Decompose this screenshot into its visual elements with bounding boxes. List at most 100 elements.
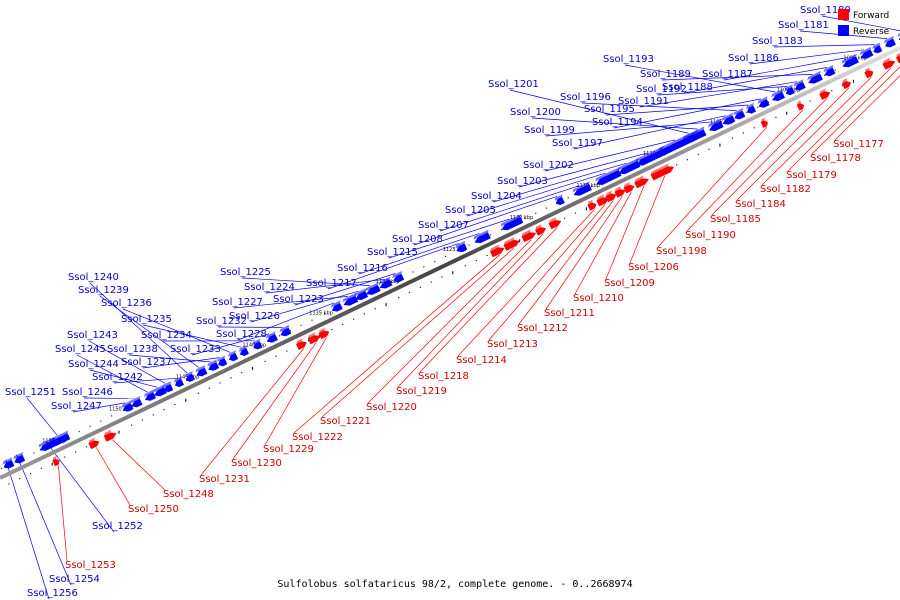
gene-ssol-1242[interactable] [174,378,185,388]
gene-ssol-1210[interactable] [623,184,635,194]
gene-label-ssol-1194[interactable]: Ssol_1194 [592,117,643,128]
gene-label-ssol-1222[interactable]: Ssol_1222 [292,432,343,443]
gene-ssol-1178[interactable] [895,53,900,64]
gene-ssol-1194[interactable] [758,99,770,108]
gene-label-ssol-1198[interactable]: Ssol_1198 [656,246,707,257]
gene-label-ssol-1189[interactable]: Ssol_1189 [640,69,691,80]
gene-ssol-1233[interactable] [266,334,278,343]
gene-ssol-1209[interactable] [634,178,650,189]
gene-ssol-1211[interactable] [614,189,626,198]
gene-ssol-1230[interactable] [307,335,321,345]
gene-label-ssol-1240[interactable]: Ssol_1240 [68,272,119,283]
gene-label-ssol-1242[interactable]: Ssol_1242 [92,372,143,383]
gene-label-ssol-1234[interactable]: Ssol_1234 [141,330,192,341]
gene-ssol-1239[interactable] [196,367,208,377]
gene-label-ssol-1214[interactable]: Ssol_1214 [456,355,507,366]
gene-label-ssol-1250[interactable]: Ssol_1250 [128,504,179,515]
gene-label-ssol-1195[interactable]: Ssol_1195 [584,104,635,115]
gene-label-ssol-1191[interactable]: Ssol_1191 [618,96,669,107]
gene-ssol-1198[interactable] [760,120,768,128]
gene-label-ssol-1192[interactable]: Ssol_1192 [636,84,687,95]
gene-label-ssol-1256[interactable]: Ssol_1256 [27,588,78,599]
gene-label-ssol-1182[interactable]: Ssol_1182 [760,184,811,195]
gene-ssol-1231[interactable] [295,341,307,350]
gene-ssol-1208[interactable] [555,196,565,206]
gene-ssol-1197[interactable] [722,115,736,125]
gene-ssol-1213[interactable] [596,197,610,207]
gene-label-ssol-1187[interactable]: Ssol_1187 [702,69,753,80]
gene-label-ssol-1215[interactable]: Ssol_1215 [367,247,418,258]
gene-label-ssol-1246[interactable]: Ssol_1246 [62,387,113,398]
gene-ssol-1240[interactable] [185,373,195,382]
gene-label-ssol-1178[interactable]: Ssol_1178 [810,153,861,164]
gene-label-ssol-1208[interactable]: Ssol_1208 [392,234,443,245]
gene-ssol-1223[interactable] [393,273,405,283]
gene-ssol-1217[interactable] [456,243,468,253]
gene-label-ssol-1245[interactable]: Ssol_1245 [55,344,106,355]
gene-label-ssol-1230[interactable]: Ssol_1230 [231,458,282,469]
gene-label-ssol-1212[interactable]: Ssol_1212 [517,323,568,334]
gene-label-ssol-1203[interactable]: Ssol_1203 [497,176,548,187]
gene-ssol-1229[interactable] [318,330,330,340]
gene-ssol-1186[interactable] [860,49,874,59]
gene-label-ssol-1247[interactable]: Ssol_1247 [51,401,102,412]
gene-ssol-1236[interactable] [228,353,239,362]
gene-ssol-1196[interactable] [734,110,746,120]
gene-label-ssol-1193[interactable]: Ssol_1193 [603,54,654,65]
gene-ssol-1181[interactable] [884,38,896,48]
gene-ssol-1179[interactable] [882,60,896,70]
gene-ssol-1183[interactable] [873,45,883,54]
gene-label-ssol-1210[interactable]: Ssol_1210 [573,293,624,304]
gene-label-ssol-1224[interactable]: Ssol_1224 [244,282,295,293]
gene-label-ssol-1196[interactable]: Ssol_1196 [560,92,611,103]
gene-label-ssol-1181[interactable]: Ssol_1181 [778,20,829,31]
gene-ssol-1219[interactable] [535,227,547,236]
gene-label-ssol-1207[interactable]: Ssol_1207 [418,220,469,231]
gene-ssol-1187[interactable] [842,56,859,68]
gene-label-ssol-1235[interactable]: Ssol_1235 [121,314,172,325]
gene-label-ssol-1223[interactable]: Ssol_1223 [273,294,324,305]
gene-ssol-1199[interactable] [708,121,724,132]
gene-label-ssol-1206[interactable]: Ssol_1206 [628,262,679,273]
gene-label-ssol-1229[interactable]: Ssol_1229 [263,444,314,455]
gene-ssol-1232[interactable] [280,327,292,337]
gene-label-ssol-1185[interactable]: Ssol_1185 [710,214,761,225]
gene-ssol-1193[interactable] [772,91,786,101]
gene-ssol-1244[interactable] [154,387,167,397]
gene-ssol-1195[interactable] [746,105,757,114]
gene-label-ssol-1238[interactable]: Ssol_1238 [107,344,158,355]
gene-label-ssol-1188[interactable]: Ssol_1188 [662,82,713,93]
gene-label-ssol-1252[interactable]: Ssol_1252 [92,521,143,532]
gene-ssol-1237[interactable] [218,358,228,367]
gene-ssol-1245[interactable] [145,392,157,401]
gene-ssol-1238[interactable] [208,362,220,371]
gene-ssol-1185[interactable] [819,91,831,100]
gene-ssol-1228[interactable] [331,303,343,312]
gene-label-ssol-1200[interactable]: Ssol_1200 [510,107,561,118]
gene-label-ssol-1217[interactable]: Ssol_1217 [306,278,357,289]
gene-label-ssol-1237[interactable]: Ssol_1237 [121,357,172,368]
gene-label-ssol-1243[interactable]: Ssol_1243 [67,330,118,341]
gene-ssol-1234[interactable] [253,341,263,350]
gene-ssol-1248[interactable] [103,432,117,442]
gene-ssol-1221[interactable] [503,240,520,251]
gene-label-ssol-1180[interactable]: Ssol_1180 [800,5,851,16]
gene-ssol-1224[interactable] [379,279,393,289]
gene-ssol-1235[interactable] [239,347,250,356]
gene-label-ssol-1197[interactable]: Ssol_1197 [552,138,603,149]
gene-label-ssol-1184[interactable]: Ssol_1184 [735,199,786,210]
gene-label-ssol-1225[interactable]: Ssol_1225 [220,267,271,278]
gene-label-ssol-1244[interactable]: Ssol_1244 [68,359,119,370]
gene-ssol-1188[interactable] [824,67,836,77]
gene-label-ssol-1209[interactable]: Ssol_1209 [604,278,655,289]
gene-label-ssol-1211[interactable]: Ssol_1211 [544,308,595,319]
gene-label-ssol-1218[interactable]: Ssol_1218 [418,371,469,382]
gene-label-ssol-1254[interactable]: Ssol_1254 [49,574,100,585]
gene-label-ssol-1231[interactable]: Ssol_1231 [199,474,250,485]
gene-label-ssol-1199[interactable]: Ssol_1199 [524,125,575,136]
gene-label-ssol-1248[interactable]: Ssol_1248 [163,489,214,500]
gene-ssol-1250[interactable] [88,440,100,450]
gene-ssol-1182[interactable] [864,70,874,79]
gene-label-ssol-1221[interactable]: Ssol_1221 [320,416,371,427]
gene-ssol-1246[interactable] [131,398,143,408]
